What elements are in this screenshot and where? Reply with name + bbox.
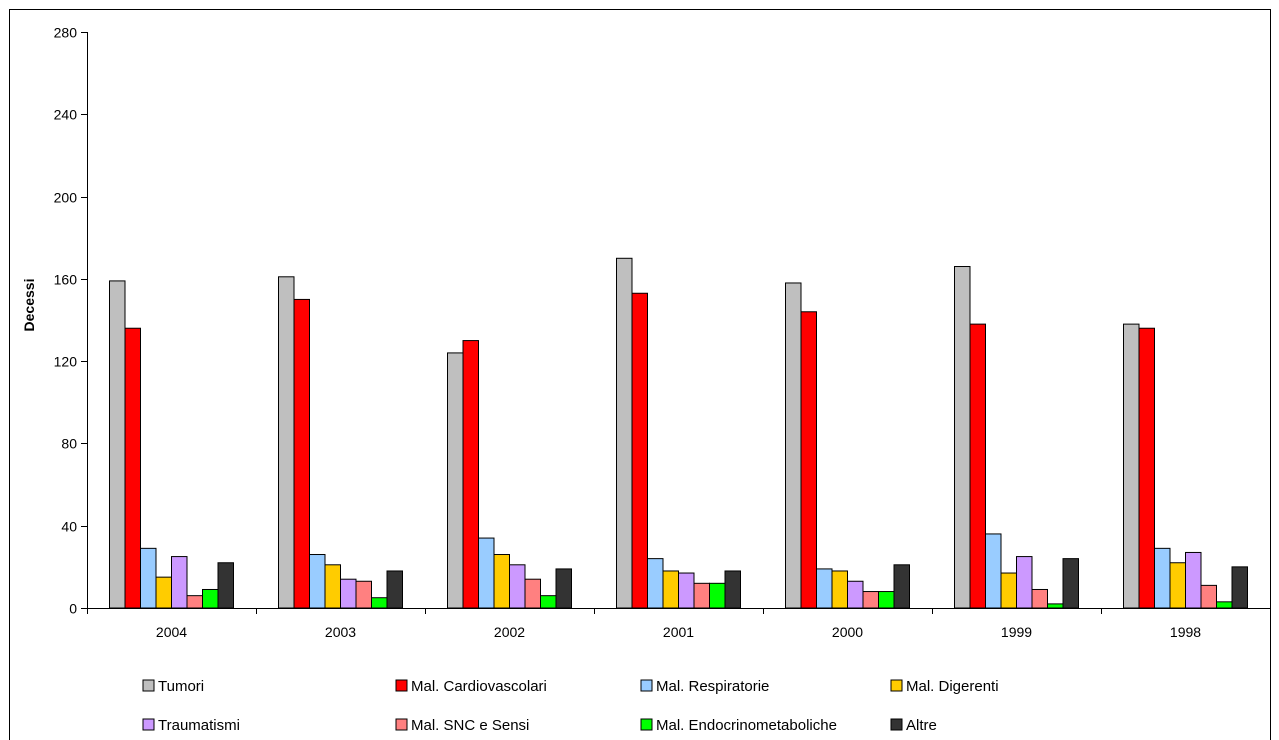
bar-mal-snc-e-sensi <box>1200 584 1217 609</box>
bar-mal-endocrinometaboliche <box>540 595 557 609</box>
bar-mal-snc-e-sensi <box>1031 588 1048 609</box>
bar-mal-digerenti <box>1169 562 1186 609</box>
legend-label: Mal. SNC e Sensi <box>411 717 529 734</box>
bar-mal-digerenti <box>662 570 679 609</box>
y-tick-label: 160 <box>54 272 78 288</box>
legend-swatch <box>142 718 155 731</box>
bar-altre <box>893 564 910 609</box>
bar-altre <box>724 570 741 609</box>
bar-mal-snc-e-sensi <box>524 578 541 609</box>
bar-mal-snc-e-sensi <box>186 595 203 609</box>
bar-mal-cardiovascolari <box>1138 327 1155 609</box>
y-axis-title: Decessi <box>21 279 37 332</box>
bar-mal-respiratorie <box>647 558 664 609</box>
bar-traumatismi <box>1185 551 1202 609</box>
bar-mal-respiratorie <box>140 547 157 609</box>
x-tick-label: 1999 <box>1001 624 1032 640</box>
y-tick-label: 120 <box>54 354 78 370</box>
x-tick-label: 1998 <box>1170 624 1201 640</box>
bar-traumatismi <box>340 578 357 609</box>
x-tick-label: 2004 <box>156 624 187 640</box>
x-tick-label: 2001 <box>663 624 694 640</box>
legend-label: Tumori <box>158 678 204 695</box>
bar-mal-snc-e-sensi <box>693 582 710 609</box>
bar-mal-cardiovascolari <box>800 311 817 609</box>
bar-mal-snc-e-sensi <box>862 591 879 609</box>
bar-altre <box>555 568 572 609</box>
bar-mal-cardiovascolari <box>631 292 648 609</box>
legend-swatch <box>890 679 903 692</box>
bar-tumori <box>1123 323 1140 609</box>
bar-mal-digerenti <box>1000 572 1017 609</box>
bar-mal-endocrinometaboliche <box>202 588 219 609</box>
bar-traumatismi <box>1016 556 1033 609</box>
legend-label: Mal. Endocrinometaboliche <box>656 717 837 734</box>
y-tick-label: 40 <box>61 519 77 535</box>
x-tick-label: 2003 <box>325 624 356 640</box>
x-tick-label: 2000 <box>832 624 863 640</box>
bar-tumori <box>785 282 802 609</box>
bar-tumori <box>109 280 126 609</box>
y-tick-label: 280 <box>54 25 78 41</box>
bar-mal-endocrinometaboliche <box>371 597 388 609</box>
bar-mal-respiratorie <box>478 537 495 609</box>
y-tick-label: 0 <box>69 601 77 617</box>
legend-swatch <box>640 718 653 731</box>
legend-swatch <box>142 679 155 692</box>
bar-tumori <box>954 266 971 609</box>
bar-traumatismi <box>847 580 864 609</box>
bar-mal-respiratorie <box>1154 547 1171 609</box>
y-tick-label: 200 <box>54 190 78 206</box>
bar-mal-digerenti <box>155 576 172 609</box>
bar-tumori <box>616 257 633 609</box>
bar-mal-endocrinometaboliche <box>1047 603 1064 609</box>
bar-altre <box>386 570 403 609</box>
bar-mal-snc-e-sensi <box>355 580 372 609</box>
legend: Tumori Mal. Cardiovascolari Mal. Respirato… <box>142 678 999 734</box>
legend-label: Mal. Cardiovascolari <box>411 678 547 695</box>
bar-mal-cardiovascolari <box>124 327 141 609</box>
y-tick-label: 240 <box>54 107 78 123</box>
y-tick-label: 80 <box>61 436 77 452</box>
chart-area <box>9 9 1271 740</box>
bar-mal-digerenti <box>493 554 510 609</box>
bar-altre <box>217 562 234 609</box>
bar-mal-digerenti <box>324 564 341 609</box>
bar-mal-respiratorie <box>309 554 326 609</box>
bar-mal-cardiovascolari <box>462 340 479 609</box>
legend-swatch <box>395 718 408 731</box>
bar-mal-endocrinometaboliche <box>878 591 895 609</box>
bar-mal-endocrinometaboliche <box>709 582 726 609</box>
bars-layer <box>109 257 1248 609</box>
bar-traumatismi <box>171 556 188 609</box>
bar-traumatismi <box>509 564 526 609</box>
bar-tumori <box>447 352 464 609</box>
y-axis-ticks: 0 40 80 120 160 200 240 280 <box>54 25 87 617</box>
x-tick-label: 2002 <box>494 624 525 640</box>
legend-swatch <box>890 718 903 731</box>
legend-label: Traumatismi <box>158 717 240 734</box>
bar-altre <box>1231 566 1248 609</box>
bar-mal-respiratorie <box>816 568 833 609</box>
axes-layer <box>87 32 1270 609</box>
bar-mal-respiratorie <box>985 533 1002 609</box>
bar-altre <box>1062 558 1079 609</box>
bar-traumatismi <box>678 572 695 609</box>
legend-label: Altre <box>906 717 937 734</box>
legend-label: Mal. Digerenti <box>906 678 999 695</box>
bar-mal-cardiovascolari <box>969 323 986 609</box>
bar-mal-digerenti <box>831 570 848 609</box>
legend-label: Mal. Respiratorie <box>656 678 769 695</box>
legend-swatch <box>395 679 408 692</box>
legend-swatch <box>640 679 653 692</box>
bar-tumori <box>278 276 295 609</box>
x-axis-ticks: 2004 2003 2002 2001 2000 1999 1998 <box>87 608 1271 640</box>
bar-mal-endocrinometaboliche <box>1216 601 1233 609</box>
bar-mal-cardiovascolari <box>293 298 310 609</box>
